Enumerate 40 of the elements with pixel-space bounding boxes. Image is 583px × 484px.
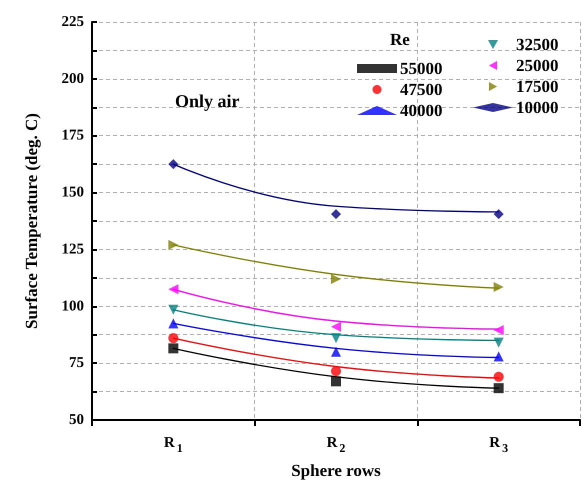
legend-label: 32500 [516,35,558,54]
legend-label: 40000 [400,101,442,120]
legend-label: 17500 [516,77,558,96]
y-tick-label: 175 [62,128,84,144]
y-tick-label: 125 [62,241,84,258]
point [331,274,341,284]
legend-label: 25000 [516,56,558,75]
y-tick-label: 50 [69,412,84,428]
legend-label: 55000 [400,59,442,78]
point [494,325,504,336]
point [168,318,178,328]
point [168,284,178,294]
y-tick-label: 100 [62,298,84,314]
y-tick-label: 75 [69,355,84,372]
y-axis-title: Surface Temperature (deg. C) [22,113,41,329]
point [168,240,178,250]
point [331,376,341,386]
point [168,304,178,315]
point [494,372,504,382]
point [494,383,504,394]
y-tick-label: 200 [62,70,84,87]
point [331,322,341,332]
point [331,209,341,220]
point [168,343,178,354]
legend-label: 10000 [516,98,558,117]
y-tick-label: 150 [62,184,84,201]
point [494,351,504,362]
point [168,159,178,170]
point [331,366,341,376]
point [494,338,504,348]
y-tick-label: 225 [62,14,84,30]
x-axis-title: Sphere rows [291,461,382,480]
point [494,282,504,292]
point [331,333,341,344]
point [168,333,178,344]
point [494,209,504,220]
point [331,346,341,357]
annotation: Only air [175,91,240,111]
legend-title: Re [390,30,410,49]
legend-label: 47500 [400,80,442,99]
